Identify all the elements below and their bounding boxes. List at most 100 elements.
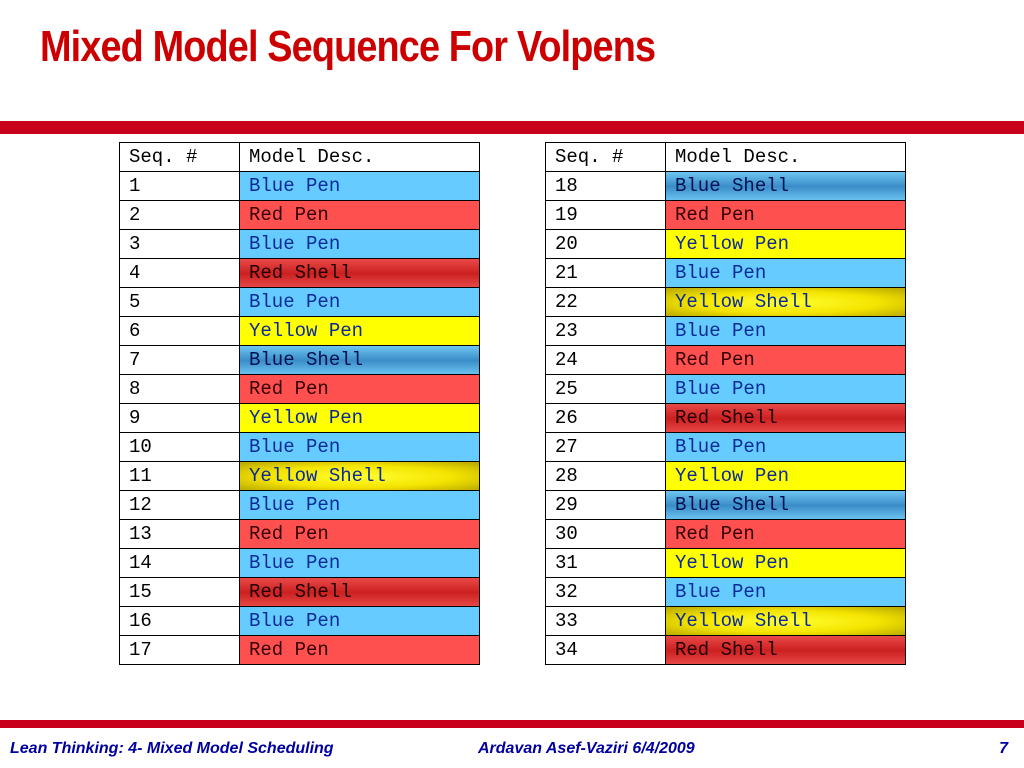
page-number: 7: [999, 740, 1008, 757]
model-desc-cell: Blue Shell: [665, 490, 906, 520]
model-desc-cell: Red Pen: [665, 200, 906, 230]
table-row: 3 Blue Pen: [119, 229, 480, 259]
seq-number-cell: 27: [545, 432, 666, 462]
model-desc-cell: Blue Pen: [665, 432, 906, 462]
table-row: 4 Red Shell: [119, 258, 480, 288]
table-row: 27 Blue Pen: [545, 432, 906, 462]
sequence-table-left: Seq. # Model Desc. 1 Blue Pen 2 Red Pen 3 Blu…: [119, 142, 480, 665]
seq-number-cell: 18: [545, 171, 666, 201]
table-row: 18 Blue Shell: [545, 171, 906, 201]
seq-number-cell: 30: [545, 519, 666, 549]
seq-number-cell: 25: [545, 374, 666, 404]
seq-number-cell: 5: [119, 287, 240, 317]
table-row: 12 Blue Pen: [119, 490, 480, 520]
model-desc-cell: Blue Pen: [665, 577, 906, 607]
model-desc-cell: Yellow Pen: [239, 316, 480, 346]
sequence-table-right: Seq. # Model Desc. 18 Blue Shell 19 Red Pen…: [545, 142, 906, 665]
table-row: 23 Blue Pen: [545, 316, 906, 346]
table-row: 1 Blue Pen: [119, 171, 480, 201]
table-row: 28 Yellow Pen: [545, 461, 906, 491]
seq-number-cell: 31: [545, 548, 666, 578]
model-desc-cell: Red Shell: [239, 577, 480, 607]
table-row: 13 Red Pen: [119, 519, 480, 549]
model-desc-cell: Yellow Pen: [239, 403, 480, 433]
model-desc-cell: Red Pen: [665, 345, 906, 375]
model-desc-cell: Yellow Pen: [665, 229, 906, 259]
model-desc-cell: Blue Pen: [665, 258, 906, 288]
model-desc-cell: Red Pen: [239, 519, 480, 549]
model-desc-cell: Blue Pen: [665, 316, 906, 346]
table-row: 25 Blue Pen: [545, 374, 906, 404]
seq-number-cell: 10: [119, 432, 240, 462]
model-desc-cell: Blue Shell: [665, 171, 906, 201]
model-desc-cell: Red Shell: [665, 403, 906, 433]
footer-course-title: Lean Thinking: 4- Mixed Model Scheduling: [10, 740, 334, 757]
model-desc-cell: Red Pen: [239, 635, 480, 665]
table-header-row: Seq. # Model Desc.: [545, 142, 906, 172]
model-desc-cell: Blue Pen: [239, 606, 480, 636]
model-desc-cell: Blue Pen: [239, 490, 480, 520]
seq-number-cell: 14: [119, 548, 240, 578]
seq-number-cell: 16: [119, 606, 240, 636]
seq-number-cell: 6: [119, 316, 240, 346]
seq-number-cell: 29: [545, 490, 666, 520]
model-desc-cell: Yellow Pen: [665, 548, 906, 578]
model-desc-cell: Blue Pen: [665, 374, 906, 404]
table-row: 5 Blue Pen: [119, 287, 480, 317]
seq-number-cell: 2: [119, 200, 240, 230]
model-desc-cell: Red Shell: [665, 635, 906, 665]
seq-number-cell: 23: [545, 316, 666, 346]
seq-number-cell: 34: [545, 635, 666, 665]
seq-number-cell: 22: [545, 287, 666, 317]
seq-number-cell: 15: [119, 577, 240, 607]
seq-number-cell: 26: [545, 403, 666, 433]
seq-number-cell: 11: [119, 461, 240, 491]
model-desc-cell: Red Pen: [239, 374, 480, 404]
table-row: 14 Blue Pen: [119, 548, 480, 578]
footer-author-date: Ardavan Asef-Vaziri 6/4/2009: [478, 740, 695, 757]
table-row: 16 Blue Pen: [119, 606, 480, 636]
table-row: 9 Yellow Pen: [119, 403, 480, 433]
table-row: 7 Blue Shell: [119, 345, 480, 375]
table-row: 32 Blue Pen: [545, 577, 906, 607]
seq-number-cell: 9: [119, 403, 240, 433]
table-row: 29 Blue Shell: [545, 490, 906, 520]
model-desc-cell: Red Shell: [239, 258, 480, 288]
seq-number-cell: 8: [119, 374, 240, 404]
model-desc-cell: Blue Pen: [239, 171, 480, 201]
model-desc-cell: Blue Shell: [239, 345, 480, 375]
model-desc-column-header: Model Desc.: [665, 142, 906, 172]
seq-number-cell: 21: [545, 258, 666, 288]
table-row: 2 Red Pen: [119, 200, 480, 230]
table-row: 33 Yellow Shell: [545, 606, 906, 636]
seq-column-header: Seq. #: [545, 142, 666, 172]
table-row: 34 Red Shell: [545, 635, 906, 665]
table-row: 21 Blue Pen: [545, 258, 906, 288]
table-row: 19 Red Pen: [545, 200, 906, 230]
seq-number-cell: 12: [119, 490, 240, 520]
model-desc-cell: Yellow Shell: [665, 606, 906, 636]
seq-number-cell: 20: [545, 229, 666, 259]
seq-column-header: Seq. #: [119, 142, 240, 172]
seq-number-cell: 13: [119, 519, 240, 549]
table-row: 24 Red Pen: [545, 345, 906, 375]
model-desc-cell: Yellow Shell: [665, 287, 906, 317]
model-desc-cell: Red Pen: [665, 519, 906, 549]
seq-number-cell: 17: [119, 635, 240, 665]
seq-number-cell: 7: [119, 345, 240, 375]
footer-divider-bar: [0, 720, 1024, 728]
model-desc-cell: Yellow Pen: [665, 461, 906, 491]
table-row: 8 Red Pen: [119, 374, 480, 404]
model-desc-cell: Blue Pen: [239, 229, 480, 259]
seq-number-cell: 19: [545, 200, 666, 230]
table-row: 15 Red Shell: [119, 577, 480, 607]
table-row: 17 Red Pen: [119, 635, 480, 665]
model-desc-cell: Blue Pen: [239, 548, 480, 578]
model-desc-cell: Red Pen: [239, 200, 480, 230]
slide-title: Mixed Model Sequence For Volpens: [40, 22, 656, 71]
seq-number-cell: 1: [119, 171, 240, 201]
table-row: 10 Blue Pen: [119, 432, 480, 462]
table-row: 6 Yellow Pen: [119, 316, 480, 346]
model-desc-cell: Yellow Shell: [239, 461, 480, 491]
seq-number-cell: 33: [545, 606, 666, 636]
